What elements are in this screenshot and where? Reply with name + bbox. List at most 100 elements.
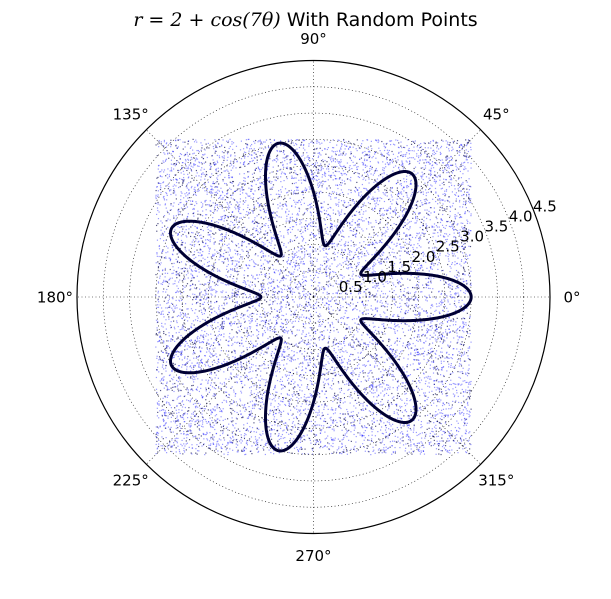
random-point	[229, 332, 231, 335]
random-point	[273, 139, 275, 141]
random-point	[361, 357, 364, 359]
random-point	[372, 268, 374, 270]
random-point	[220, 187, 222, 189]
random-point	[386, 226, 388, 228]
random-point	[370, 384, 372, 386]
random-point	[323, 209, 325, 211]
random-point	[177, 396, 179, 399]
random-point	[406, 363, 409, 366]
random-point	[175, 198, 177, 200]
random-point	[357, 172, 359, 174]
random-point	[197, 213, 199, 215]
random-point	[225, 401, 228, 403]
random-point	[391, 277, 394, 279]
random-point	[359, 242, 361, 244]
random-point	[191, 309, 194, 312]
random-point	[404, 335, 406, 337]
random-point	[462, 448, 464, 450]
random-point	[350, 384, 352, 386]
random-point	[178, 449, 180, 451]
random-point	[417, 185, 419, 187]
random-point	[258, 204, 261, 206]
random-point	[317, 424, 319, 426]
random-point	[230, 387, 232, 390]
random-point	[389, 433, 391, 435]
random-point	[361, 301, 363, 303]
random-point	[210, 344, 213, 346]
random-point	[380, 392, 382, 394]
random-point	[213, 208, 216, 210]
random-point	[291, 228, 294, 231]
random-point	[322, 338, 324, 341]
random-point	[470, 162, 472, 165]
random-point	[212, 189, 214, 191]
random-point	[339, 165, 342, 167]
random-point	[370, 198, 373, 200]
random-point	[458, 294, 460, 296]
random-point	[295, 416, 298, 418]
random-point	[360, 381, 362, 383]
random-point	[292, 142, 294, 144]
random-point	[298, 267, 301, 269]
random-point	[446, 158, 448, 160]
random-point	[217, 326, 219, 328]
random-point	[424, 182, 426, 184]
random-point	[204, 418, 207, 421]
random-point	[208, 274, 210, 276]
random-point	[221, 219, 223, 221]
random-point	[262, 242, 265, 244]
random-point	[194, 225, 196, 228]
random-point	[323, 201, 325, 203]
random-point	[383, 325, 385, 327]
random-point	[442, 301, 444, 303]
random-point	[419, 362, 421, 364]
random-point	[281, 447, 283, 449]
random-point	[188, 407, 190, 409]
random-point	[193, 141, 196, 143]
random-point	[355, 441, 357, 443]
random-point	[300, 412, 302, 414]
random-point	[347, 171, 349, 173]
random-point	[459, 199, 461, 202]
random-point	[201, 396, 203, 398]
random-point	[415, 306, 417, 308]
random-point	[157, 320, 159, 323]
random-point	[398, 318, 400, 320]
random-point	[462, 273, 464, 275]
random-point	[416, 264, 419, 266]
random-point	[166, 173, 168, 176]
random-point	[466, 159, 468, 161]
random-point	[470, 142, 472, 144]
random-point	[382, 374, 384, 376]
random-point	[165, 252, 167, 254]
random-point	[223, 302, 225, 304]
random-point	[161, 252, 163, 254]
random-point	[444, 192, 446, 195]
random-point	[237, 184, 239, 187]
random-point	[333, 257, 335, 259]
random-point	[281, 359, 283, 361]
random-point	[193, 245, 195, 247]
random-point	[246, 349, 248, 351]
random-point	[309, 234, 311, 236]
random-point	[305, 220, 307, 222]
random-point	[335, 302, 337, 305]
random-point	[370, 369, 372, 372]
random-point	[442, 430, 444, 433]
random-point	[160, 350, 163, 352]
random-point	[227, 247, 229, 249]
random-point	[389, 433, 391, 435]
random-point	[439, 252, 441, 255]
random-point	[239, 173, 241, 175]
random-point	[437, 264, 439, 266]
random-point	[195, 415, 197, 417]
random-point	[230, 164, 233, 166]
random-point	[333, 275, 335, 277]
random-point	[245, 368, 247, 370]
random-point	[170, 193, 172, 196]
random-point	[456, 429, 458, 432]
random-point	[214, 397, 216, 399]
random-point	[276, 322, 278, 324]
random-point	[343, 358, 346, 360]
random-point	[210, 372, 212, 374]
